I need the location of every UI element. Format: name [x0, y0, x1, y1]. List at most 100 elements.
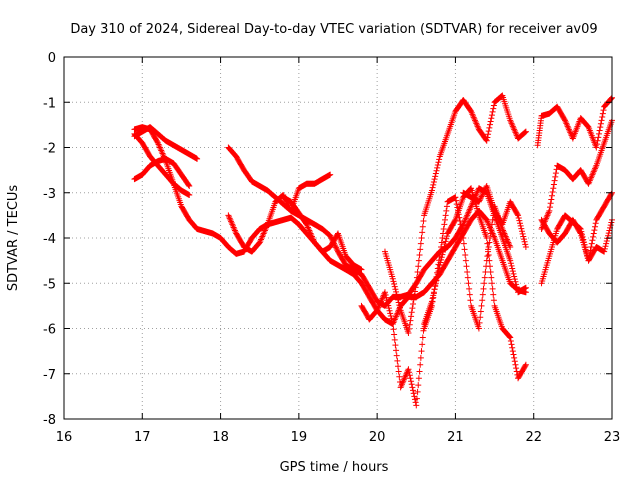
data-point [417, 354, 424, 361]
axis-ticks: 16 17 18 19 20 21 22 23 0 -1 -2 -3 -4 -5 -6 -7 -8 [43, 51, 620, 445]
data-point [443, 203, 450, 210]
data-point [437, 248, 444, 255]
data-point [441, 221, 448, 228]
data-point [416, 368, 423, 375]
data-point [411, 292, 418, 299]
data-point [511, 354, 518, 361]
x-axis-label: GPS time / hours [280, 460, 389, 475]
data-point [488, 280, 495, 287]
data-point [483, 263, 490, 270]
data-point [516, 217, 523, 224]
data-point [428, 302, 435, 309]
data-point [509, 268, 516, 275]
data-point [434, 162, 441, 169]
data-point [522, 244, 529, 251]
data-point [432, 170, 439, 177]
data-point [453, 197, 460, 204]
data-point [467, 297, 474, 304]
data-point [458, 228, 465, 235]
data-point [513, 284, 520, 291]
data-point [490, 102, 497, 109]
data-point [435, 261, 442, 268]
data-point [389, 320, 396, 327]
data-point [419, 334, 426, 341]
data-point [395, 299, 402, 306]
data-point [415, 257, 422, 264]
data-point [553, 166, 560, 173]
data-point [507, 257, 514, 264]
data-point [411, 288, 418, 295]
y-tick-label: -2 [43, 142, 56, 157]
data-point [520, 236, 527, 243]
data-point [464, 274, 471, 281]
data-point [455, 207, 462, 214]
data-point [460, 235, 467, 241]
data-point [436, 253, 443, 260]
data-point [603, 238, 610, 245]
data-point [387, 313, 394, 320]
data-point [522, 128, 529, 135]
data-point [420, 218, 427, 225]
data-point [550, 181, 557, 188]
data-point [601, 248, 608, 255]
data-point [394, 294, 401, 301]
data-point [485, 251, 492, 258]
data-point [413, 280, 420, 287]
data-point [458, 224, 465, 231]
data-point [515, 212, 522, 219]
data-point [396, 304, 403, 311]
data-point [186, 182, 193, 189]
data-point [383, 297, 390, 304]
data-point [464, 268, 471, 275]
data-point [519, 230, 526, 237]
data-point [488, 115, 495, 122]
data-point [487, 235, 494, 241]
data-point [484, 134, 491, 141]
y-tick-label: -5 [43, 277, 56, 292]
data-point [477, 196, 484, 203]
data-point [392, 342, 399, 349]
data-point [476, 197, 483, 204]
data-point [417, 361, 424, 368]
series-sat-k [460, 182, 529, 251]
data-point [442, 238, 449, 245]
data-point [390, 278, 397, 285]
x-tick-label: 18 [212, 430, 229, 445]
series-sat-b [131, 130, 193, 199]
data-point [508, 341, 515, 348]
data-point [406, 372, 413, 379]
data-point [417, 240, 424, 247]
data-point [430, 179, 437, 186]
data-point [327, 234, 334, 241]
data-point [408, 381, 415, 388]
data-point [395, 296, 402, 303]
x-tick-label: 17 [134, 430, 151, 445]
series-sat-o [538, 216, 615, 264]
data-point [456, 214, 463, 221]
data-point [595, 130, 602, 137]
data-point [475, 198, 482, 205]
data-point [548, 192, 555, 199]
data-point [439, 235, 446, 241]
data-point [488, 221, 495, 228]
data-point [486, 239, 493, 246]
data-point [436, 257, 443, 264]
data-point [606, 227, 613, 234]
data-point [461, 246, 468, 253]
data-point [391, 336, 398, 343]
data-point [327, 171, 334, 178]
data-point [466, 291, 473, 298]
data-point [333, 245, 340, 252]
data-point [415, 375, 422, 382]
data-point [477, 194, 484, 201]
x-tick-label: 23 [604, 430, 621, 445]
data-point [511, 273, 518, 280]
data-point [479, 190, 486, 197]
data-point [488, 274, 495, 281]
data-point [595, 134, 602, 141]
data-point [410, 390, 417, 397]
data-point [484, 253, 491, 260]
data-point [388, 315, 395, 322]
chart-title: Day 310 of 2024, Sidereal Day-to-day VTE… [70, 22, 597, 37]
data-point [605, 230, 612, 237]
